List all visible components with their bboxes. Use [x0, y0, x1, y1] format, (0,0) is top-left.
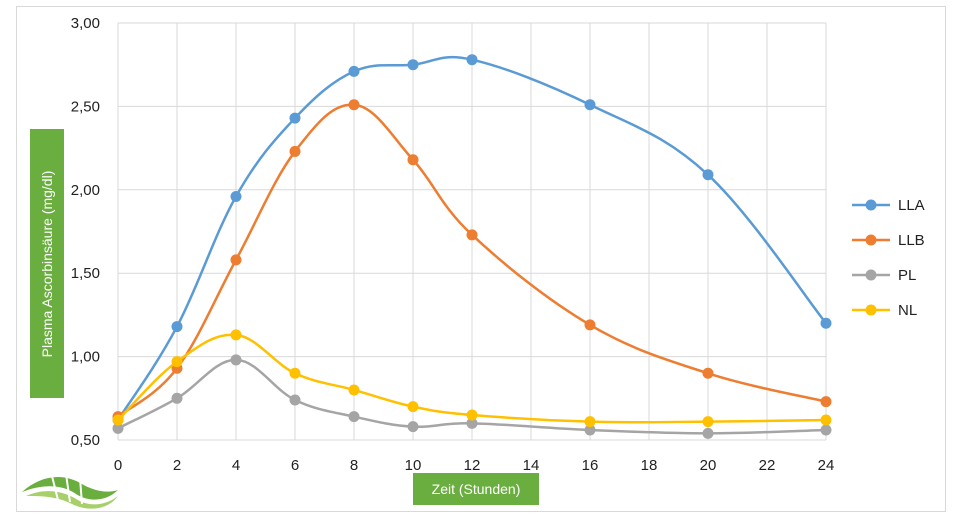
series-line: [117, 358, 827, 435]
data-point: [289, 145, 301, 157]
data-point: [348, 384, 360, 396]
legend-swatch-marker: [865, 304, 877, 316]
x-tick-label: 6: [291, 457, 299, 474]
data-point: [702, 169, 714, 181]
legend-item-nl: NL: [852, 302, 917, 319]
data-point: [112, 422, 124, 434]
data-point: [407, 59, 419, 71]
legend-item-lla: LLA: [852, 197, 925, 214]
data-point: [820, 396, 832, 408]
legend-swatch-marker: [865, 269, 877, 281]
x-tick-label: 24: [818, 457, 835, 474]
data-point: [820, 317, 832, 329]
data-point: [230, 254, 242, 266]
data-point: [348, 65, 360, 77]
x-tick-label: 14: [523, 457, 540, 474]
x-tick-label: 18: [641, 457, 658, 474]
data-point: [407, 401, 419, 413]
data-point: [702, 416, 714, 428]
data-point: [466, 54, 478, 66]
y-tick-label: 2,00: [71, 182, 100, 199]
y-tick-label: 1,00: [71, 349, 100, 366]
x-axis-label: Zeit (Stunden): [432, 481, 521, 497]
legend-swatch-marker: [865, 199, 877, 211]
data-point: [289, 394, 301, 406]
data-point: [407, 154, 419, 166]
data-point: [702, 427, 714, 439]
x-tick-label: 16: [582, 457, 599, 474]
series-pl: [112, 354, 832, 439]
data-point: [702, 367, 714, 379]
legend-label: NL: [898, 302, 917, 319]
data-point: [289, 367, 301, 379]
data-point: [289, 112, 301, 124]
legend-item-llb: LLB: [852, 232, 925, 249]
x-tick-label: 4: [232, 457, 240, 474]
y-axis-ticks: 0,50 1,00 1,50 2,00 2,50 3,00: [71, 15, 100, 449]
x-axis-ticks: 0 2 4 6 8 10 12 14 16 18 20 22 24: [114, 457, 835, 474]
x-tick-label: 12: [464, 457, 481, 474]
data-point: [348, 99, 360, 111]
data-point: [230, 354, 242, 366]
x-tick-label: 2: [173, 457, 181, 474]
data-point: [230, 190, 242, 202]
x-tick-label: 8: [350, 457, 358, 474]
data-point: [466, 229, 478, 241]
dna-leaf-logo: [22, 473, 118, 509]
legend-label: PL: [898, 267, 916, 284]
chart-frame: [16, 6, 946, 512]
data-point: [112, 414, 124, 426]
legend-item-pl: PL: [852, 267, 916, 284]
data-point: [584, 319, 596, 331]
x-tick-label: 10: [405, 457, 422, 474]
x-tick-label: 20: [700, 457, 717, 474]
series-nl: [112, 329, 832, 428]
data-point: [466, 417, 478, 429]
data-point: [171, 392, 183, 404]
data-point: [584, 99, 596, 111]
legend-label: LLB: [898, 232, 925, 249]
y-tick-label: 0,50: [71, 432, 100, 449]
data-point: [407, 421, 419, 433]
data-point: [230, 329, 242, 341]
x-tick-label: 22: [759, 457, 776, 474]
data-point: [171, 356, 183, 368]
y-axis-label-box: Plasma Ascorbinsäure (mg/dl): [30, 129, 64, 398]
y-axis-label: Plasma Ascorbinsäure (mg/dl): [39, 171, 55, 358]
legend-swatch-marker: [865, 234, 877, 246]
data-point: [348, 411, 360, 423]
y-tick-label: 2,50: [71, 98, 100, 115]
y-tick-label: 3,00: [71, 15, 100, 32]
series-layer: [112, 54, 832, 439]
legend: LLA LLB PL NL: [852, 197, 925, 319]
data-point: [820, 414, 832, 426]
data-point: [466, 409, 478, 421]
y-tick-label: 1,50: [71, 265, 100, 282]
x-axis-label-box: Zeit (Stunden): [413, 473, 539, 505]
data-point: [820, 424, 832, 436]
series-line: [116, 55, 827, 421]
x-tick-label: 0: [114, 457, 122, 474]
legend-label: LLA: [898, 197, 925, 214]
series-line: [117, 103, 827, 418]
series-line: [117, 333, 827, 424]
data-point: [584, 424, 596, 436]
data-point: [584, 416, 596, 428]
data-point: [171, 321, 183, 333]
